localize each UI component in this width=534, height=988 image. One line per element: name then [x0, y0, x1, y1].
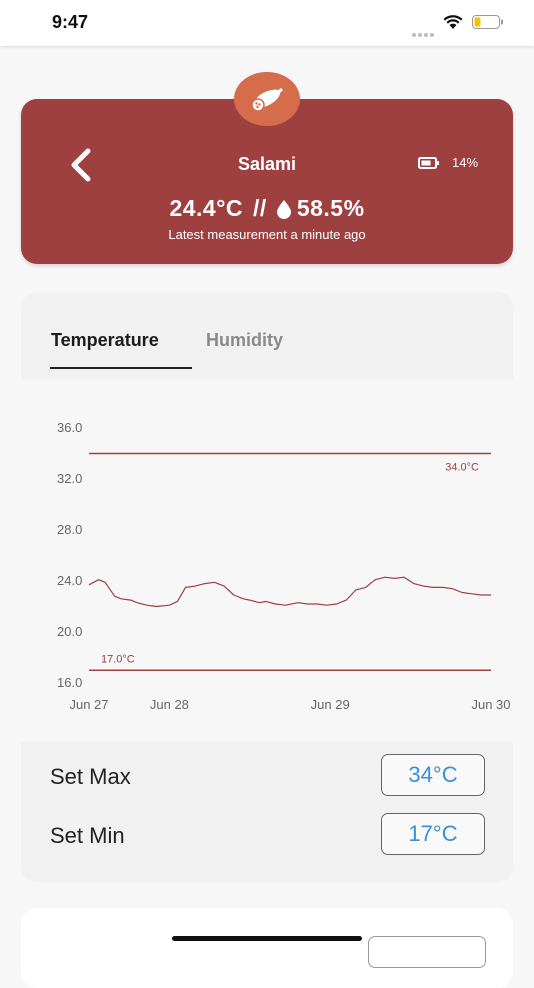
y-tick-label: 32.0 — [57, 471, 82, 486]
set-max-label: Set Max — [50, 764, 131, 789]
next-card-button[interactable] — [368, 936, 486, 968]
status-bar: 9:47 — [0, 0, 534, 46]
next-card — [21, 908, 513, 988]
y-tick-label: 24.0 — [57, 573, 82, 588]
y-tick-label: 36.0 — [57, 420, 82, 435]
home-indicator — [172, 936, 362, 941]
battery-icon — [418, 156, 439, 169]
measurement-separator: // — [253, 195, 267, 221]
set-min-row: Set Min 17°C — [21, 811, 513, 867]
active-tab-indicator — [50, 367, 192, 369]
x-tick-label: Jun 27 — [69, 697, 108, 712]
battery-percent: 14% — [452, 155, 479, 170]
sensor-battery: 14% — [418, 155, 478, 170]
latest-measurement-text: Latest measurement a minute ago — [168, 227, 366, 242]
history-card: Temperature Humidity 36.0 32.0 28.0 24.0 20.… — [21, 292, 513, 882]
y-tick-label: 28.0 — [57, 522, 82, 537]
battery-status-icon — [472, 15, 503, 29]
product-avatar — [234, 72, 300, 126]
tab-humidity[interactable]: Humidity — [206, 330, 284, 350]
threshold-label: 34.0°C — [445, 462, 479, 474]
x-tick-label: Jun 30 — [471, 697, 510, 712]
set-max-row: Set Max 34°C — [21, 752, 513, 808]
chevron-left-icon — [71, 148, 91, 182]
y-tick-label: 20.0 — [57, 624, 82, 639]
x-tick-label: Jun 28 — [150, 697, 189, 712]
set-min-button[interactable]: 17°C — [381, 813, 485, 855]
set-min-label: Set Min — [50, 823, 125, 848]
cellular-signal-icon — [412, 24, 436, 42]
salami-icon — [251, 88, 283, 112]
x-tick-label: Jun 29 — [311, 697, 350, 712]
tab-temperature[interactable]: Temperature — [51, 330, 159, 350]
droplet-icon — [276, 199, 291, 219]
temperature-value: 24.4°C — [169, 195, 244, 221]
set-max-button[interactable]: 34°C — [381, 754, 485, 796]
temperature-series-line — [88, 576, 491, 608]
y-tick-label: 16.0 — [57, 675, 82, 690]
product-title: Salami — [237, 154, 297, 174]
temperature-chart: 36.0 32.0 28.0 24.0 20.0 16.0 Jun 27 Jun 28 Jun … — [21, 380, 513, 742]
wifi-icon — [443, 15, 463, 29]
back-button[interactable] — [61, 143, 101, 187]
status-time: 9:47 — [52, 12, 89, 32]
current-measurement: 24.4°C // 58.5% — [21, 195, 513, 222]
sensor-summary-card: Salami 14% 24.4°C // 58.5% Latest measur… — [21, 99, 513, 264]
humidity-value: 58.5% — [296, 195, 365, 221]
chart-svg: 36.0 32.0 28.0 24.0 20.0 16.0 Jun 27 Jun 28 Jun … — [57, 420, 511, 712]
threshold-label: 17.0°C — [101, 653, 135, 665]
